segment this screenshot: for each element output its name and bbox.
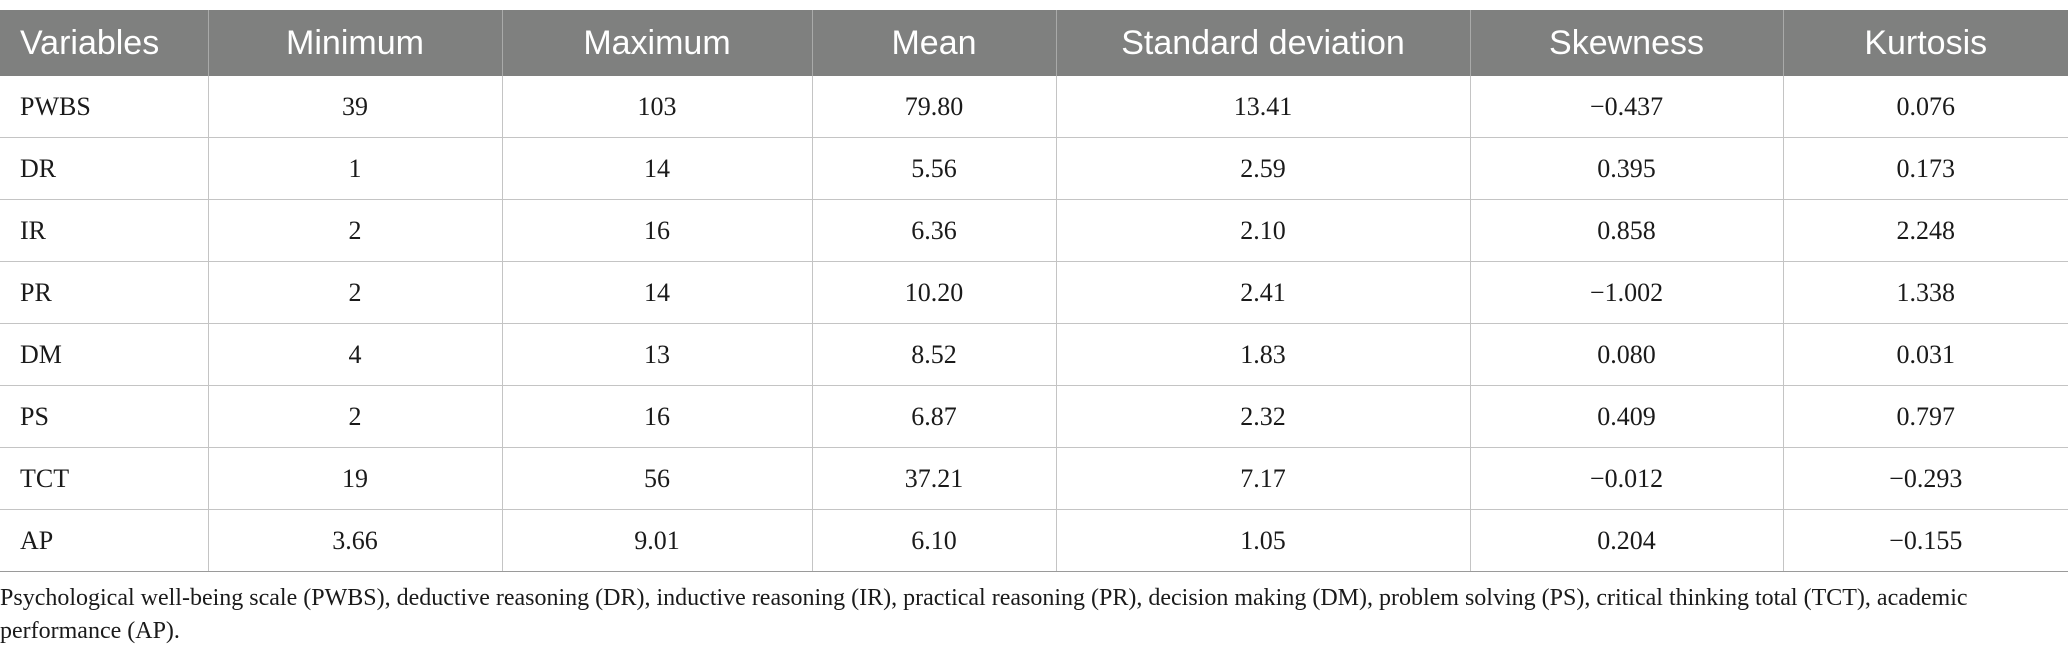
cell-skewness: 0.858: [1469, 199, 1783, 262]
cell-maximum: 103: [501, 76, 812, 138]
cell-standard-deviation: 13.41: [1055, 76, 1470, 138]
table-row: PWBS 39 103 79.80 13.41 −0.437 0.076: [0, 76, 2068, 138]
cell-variable: TCT: [0, 447, 208, 510]
cell-mean: 6.10: [811, 509, 1056, 572]
table-body: PWBS 39 103 79.80 13.41 −0.437 0.076 DR …: [0, 76, 2068, 572]
cell-variable: PS: [0, 385, 208, 448]
cell-mean: 10.20: [811, 261, 1056, 324]
cell-standard-deviation: 1.83: [1055, 323, 1470, 386]
table-row: PR 2 14 10.20 2.41 −1.002 1.338: [0, 261, 2068, 324]
table-footnote: Psychological well-being scale (PWBS), d…: [0, 585, 1968, 644]
table-row: IR 2 16 6.36 2.10 0.858 2.248: [0, 199, 2068, 262]
cell-variable: PWBS: [0, 76, 208, 138]
cell-variable: IR: [0, 199, 208, 262]
column-header-mean: Mean: [811, 10, 1056, 76]
cell-variable: DR: [0, 137, 208, 200]
cell-standard-deviation: 7.17: [1055, 447, 1470, 510]
table-row: DM 4 13 8.52 1.83 0.080 0.031: [0, 323, 2068, 386]
cell-minimum: 1: [207, 137, 502, 200]
cell-standard-deviation: 2.41: [1055, 261, 1470, 324]
cell-kurtosis: −0.293: [1782, 447, 2068, 510]
header-row: Variables Minimum Maximum Mean Standard …: [0, 10, 2068, 76]
cell-variable: DM: [0, 323, 208, 386]
cell-skewness: −0.012: [1469, 447, 1783, 510]
cell-variable: PR: [0, 261, 208, 324]
cell-mean: 6.87: [811, 385, 1056, 448]
cell-kurtosis: 0.076: [1782, 76, 2068, 138]
cell-mean: 37.21: [811, 447, 1056, 510]
table-row: PS 2 16 6.87 2.32 0.409 0.797: [0, 385, 2068, 448]
cell-maximum: 14: [501, 261, 812, 324]
cell-maximum: 56: [501, 447, 812, 510]
cell-mean: 79.80: [811, 76, 1056, 138]
cell-minimum: 3.66: [207, 509, 502, 572]
cell-minimum: 4: [207, 323, 502, 386]
cell-variable: AP: [0, 509, 208, 572]
cell-skewness: −1.002: [1469, 261, 1783, 324]
cell-skewness: 0.080: [1469, 323, 1783, 386]
cell-standard-deviation: 2.32: [1055, 385, 1470, 448]
cell-skewness: 0.395: [1469, 137, 1783, 200]
cell-maximum: 9.01: [501, 509, 812, 572]
cell-mean: 8.52: [811, 323, 1056, 386]
cell-kurtosis: 0.031: [1782, 323, 2068, 386]
column-header-kurtosis: Kurtosis: [1782, 10, 2068, 76]
column-header-variables: Variables: [0, 10, 208, 76]
cell-minimum: 2: [207, 199, 502, 262]
table-row: AP 3.66 9.01 6.10 1.05 0.204 −0.155: [0, 509, 2068, 572]
cell-kurtosis: −0.155: [1782, 509, 2068, 572]
column-header-minimum: Minimum: [207, 10, 502, 76]
column-header-skewness: Skewness: [1469, 10, 1783, 76]
cell-skewness: 0.409: [1469, 385, 1783, 448]
cell-kurtosis: 0.797: [1782, 385, 2068, 448]
descriptive-statistics-table: Variables Minimum Maximum Mean Standard …: [0, 10, 2068, 572]
table-row: TCT 19 56 37.21 7.17 −0.012 −0.293: [0, 447, 2068, 510]
cell-standard-deviation: 2.59: [1055, 137, 1470, 200]
cell-skewness: 0.204: [1469, 509, 1783, 572]
cell-skewness: −0.437: [1469, 76, 1783, 138]
cell-mean: 5.56: [811, 137, 1056, 200]
cell-standard-deviation: 1.05: [1055, 509, 1470, 572]
cell-minimum: 2: [207, 385, 502, 448]
table-header: Variables Minimum Maximum Mean Standard …: [0, 10, 2068, 76]
cell-kurtosis: 1.338: [1782, 261, 2068, 324]
cell-maximum: 16: [501, 385, 812, 448]
column-header-standard-deviation: Standard deviation: [1055, 10, 1470, 76]
cell-maximum: 13: [501, 323, 812, 386]
cell-kurtosis: 0.173: [1782, 137, 2068, 200]
cell-mean: 6.36: [811, 199, 1056, 262]
cell-minimum: 39: [207, 76, 502, 138]
table-row: DR 1 14 5.56 2.59 0.395 0.173: [0, 137, 2068, 200]
cell-minimum: 19: [207, 447, 502, 510]
cell-maximum: 16: [501, 199, 812, 262]
cell-standard-deviation: 2.10: [1055, 199, 1470, 262]
column-header-maximum: Maximum: [501, 10, 812, 76]
cell-kurtosis: 2.248: [1782, 199, 2068, 262]
cell-minimum: 2: [207, 261, 502, 324]
cell-maximum: 14: [501, 137, 812, 200]
